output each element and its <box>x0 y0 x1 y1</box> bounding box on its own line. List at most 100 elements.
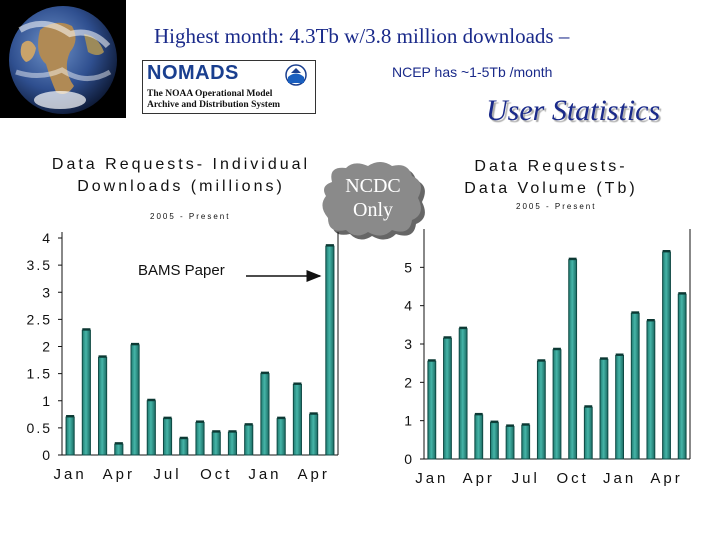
volume-bar-top <box>646 319 655 321</box>
volume-chart-title-line2: Data Volume (Tb) <box>464 180 638 197</box>
volume-bar <box>677 293 687 460</box>
volume-bar-top <box>474 412 483 415</box>
downloads-chart-title: Data Requests- Individual Downloads (mil… <box>36 154 326 198</box>
downloads-y-tick-label: 1 <box>42 393 52 409</box>
volume-bar-top <box>600 357 608 360</box>
volume-bar-top <box>459 326 468 329</box>
downloads-bar-top <box>293 382 302 385</box>
downloads-y-tick-label: 3.5 <box>27 257 52 273</box>
downloads-bar-top <box>277 416 286 419</box>
volume-y-tick-label: 1 <box>404 413 414 429</box>
downloads-bar-top <box>195 420 205 423</box>
volume-chart-title-line1: Data Requests- <box>474 158 628 175</box>
volume-y-tick-label: 5 <box>404 259 414 275</box>
section-title: User Statistics <box>486 94 661 127</box>
downloads-bar <box>98 356 108 456</box>
downloads-bar <box>276 418 286 456</box>
volume-bar <box>568 259 578 460</box>
ncdc-badge-text: NCDC Only <box>318 174 428 222</box>
volume-y-tick-label: 0 <box>404 451 414 467</box>
bams-paper-annotation: BAMS Paper <box>138 262 225 279</box>
downloads-chart-subtitle: 2005 - Present <box>150 212 231 221</box>
ncdc-badge-line1: NCDC <box>345 175 401 197</box>
volume-bar <box>505 425 515 460</box>
volume-y-tick-label: 2 <box>404 374 414 390</box>
downloads-bar-top <box>114 442 123 445</box>
nomads-logo-title: NOMADS <box>147 62 239 84</box>
downloads-bar <box>211 431 221 456</box>
downloads-y-tick-label: 2.5 <box>27 311 52 327</box>
downloads-y-tick-label: 3 <box>42 284 52 300</box>
downloads-y-tick-label: 0.5 <box>27 420 52 436</box>
volume-bar <box>583 406 593 460</box>
downloads-x-tick-label: Oct <box>200 466 232 483</box>
downloads-x-tick-label: Jan <box>54 466 87 483</box>
volume-x-tick-label: Jul <box>512 470 540 487</box>
downloads-bar <box>179 438 189 456</box>
downloads-x-tick-label: Jan <box>248 466 281 483</box>
downloads-y-tick-label: 1.5 <box>27 366 52 382</box>
downloads-chart-title-line1: Data Requests- Individual <box>51 156 311 173</box>
volume-x-tick-label: Apr <box>650 470 682 487</box>
downloads-bar <box>227 431 238 456</box>
volume-bar <box>599 358 609 460</box>
downloads-y-tick-label: 4 <box>42 230 52 246</box>
downloads-bar-top <box>228 430 237 433</box>
downloads-bar <box>65 416 75 456</box>
volume-y-tick-label: 3 <box>404 336 414 352</box>
nomads-logo-subtitle-1: The NOAA Operational Model <box>147 89 273 99</box>
volume-bar-top <box>662 250 671 252</box>
volume-bar-top <box>568 257 577 260</box>
downloads-bar-top <box>66 415 75 418</box>
downloads-bar <box>195 421 205 456</box>
volume-x-tick-label: Jan <box>415 470 448 487</box>
volume-bar-top <box>521 423 530 426</box>
volume-chart-subtitle: 2005 - Present <box>516 202 597 211</box>
volume-bar-top <box>427 359 436 362</box>
volume-bar <box>443 337 452 460</box>
downloads-bar <box>325 245 335 456</box>
downloads-bar-top <box>260 371 269 374</box>
cloud-badge-shape <box>322 162 425 240</box>
volume-bar <box>552 349 562 460</box>
downloads-x-tick-label: Apr <box>297 466 329 483</box>
nomads-logo-subtitle-2: Archive and Distribution System <box>147 100 281 110</box>
downloads-bar <box>292 383 302 456</box>
downloads-bar <box>260 373 270 456</box>
downloads-bar <box>146 400 156 456</box>
volume-x-tick-label: Apr <box>463 470 495 487</box>
volume-bar <box>521 424 531 460</box>
downloads-bar <box>130 344 140 456</box>
downloads-chart: 0 0.5 1 1.5 2 2.5 3 3.5 4 Jan Apr Jul Oct Jan Apr <box>27 230 339 483</box>
downloads-bar <box>309 413 319 456</box>
volume-bar-top <box>537 359 546 362</box>
ncdc-only-badge: NCDC Only <box>318 160 428 240</box>
downloads-bar-top <box>163 416 172 419</box>
downloads-bar <box>114 443 124 456</box>
downloads-y-tick-label: 2 <box>42 339 52 355</box>
nomads-logo: NOMADS The NOAA Operational Model Archiv… <box>142 60 316 114</box>
downloads-bar <box>244 424 254 456</box>
downloads-bar-top <box>309 412 318 415</box>
volume-bar-top <box>553 347 561 350</box>
downloads-bar-top <box>131 342 140 345</box>
volume-y-tick-label: 4 <box>404 298 414 314</box>
volume-bar <box>490 422 499 460</box>
volume-bar-top <box>584 405 593 408</box>
volume-bar <box>474 414 484 460</box>
earth-globe-icon <box>9 6 117 114</box>
volume-bar-top <box>443 336 452 339</box>
downloads-bar-top <box>212 430 221 433</box>
volume-bar <box>662 251 671 460</box>
volume-bar <box>630 312 640 460</box>
volume-chart: 0 1 2 3 4 5 Jan Apr Jul Oct Jan Apr <box>404 229 691 487</box>
downloads-bar-top <box>325 244 334 247</box>
downloads-bar <box>162 418 173 456</box>
volume-bar <box>615 355 624 460</box>
volume-bar <box>536 360 546 460</box>
downloads-bar-top <box>82 328 91 331</box>
earth-globe-image <box>0 0 126 118</box>
downloads-chart-title-line2: Downloads (millions) <box>77 178 285 195</box>
downloads-x-tick-label: Jul <box>153 466 181 483</box>
